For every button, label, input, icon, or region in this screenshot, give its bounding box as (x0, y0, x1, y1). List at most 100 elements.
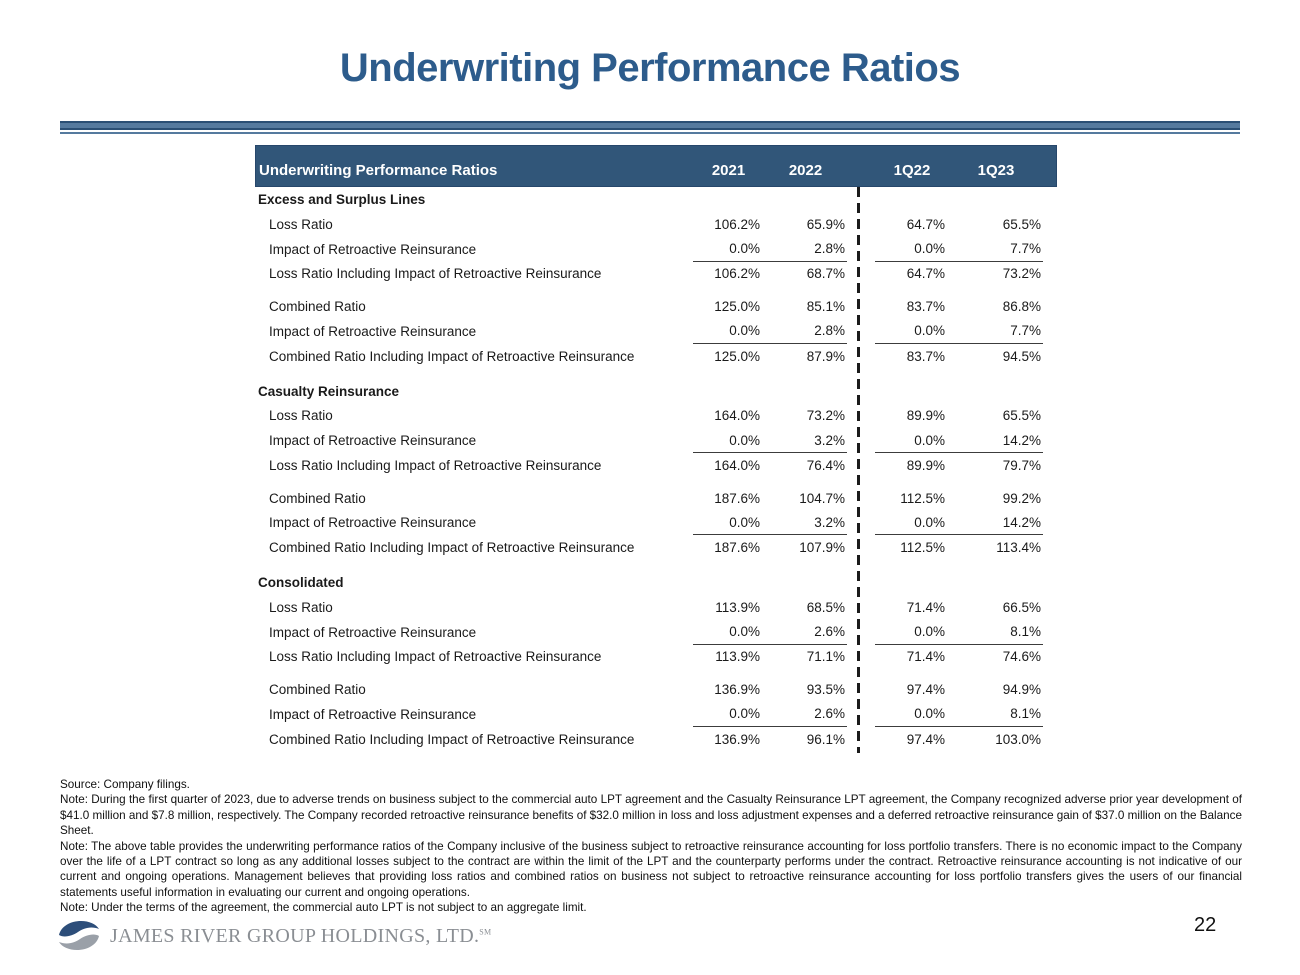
ratio-value: 0.0% (914, 514, 945, 530)
ratio-value: 65.5% (1002, 216, 1041, 232)
annual-values-group: 136.9% 96.1% (693, 727, 847, 752)
ratio-value: 64.7% (906, 266, 945, 282)
title-divider (60, 121, 1240, 134)
annual-values-group: 125.0% 87.9% (693, 344, 847, 369)
row-label: Loss Ratio Including Impact of Retroacti… (269, 266, 602, 282)
table-row: Impact of Retroactive Reinsurance 0.0% 2.6… (255, 702, 1057, 727)
ratio-value: 136.9% (714, 682, 760, 698)
row-label: Combined Ratio Including Impact of Retro… (269, 348, 635, 364)
ratio-value: 187.6% (714, 540, 760, 556)
column-gap (847, 344, 875, 369)
table-row: Loss Ratio Including Impact of Retroacti… (255, 453, 1057, 478)
ratio-value: 7.7% (1010, 323, 1041, 339)
ratio-value: 79.7% (1002, 457, 1041, 473)
ratio-value: 0.0% (914, 432, 945, 448)
column-gap (847, 727, 875, 752)
column-gap (847, 677, 875, 702)
table-row: Impact of Retroactive Reinsurance 0.0% 2.8… (255, 237, 1057, 262)
ratio-value: 76.4% (806, 457, 845, 473)
row-label: Impact of Retroactive Reinsurance (269, 433, 477, 449)
annual-values-group: 113.9% 68.5% (693, 595, 847, 620)
column-gap (847, 620, 875, 645)
ratio-value: 2.8% (814, 241, 845, 257)
table-row: Loss Ratio 113.9% 68.5% 71.4% 66.5% (255, 595, 1057, 620)
ratio-value: 8.1% (1010, 706, 1041, 722)
quarterly-values-group: 97.4% 103.0% (875, 727, 1043, 752)
ratio-value: 74.6% (1002, 649, 1041, 665)
group-spacer (255, 669, 1057, 677)
ratio-value: 93.5% (806, 682, 845, 698)
ratio-value: 89.9% (906, 408, 945, 424)
column-gap (847, 702, 875, 727)
quarterly-values-group: 0.0% 7.7% (875, 319, 1043, 344)
ratio-value: 0.0% (914, 323, 945, 339)
table-row: Loss Ratio 164.0% 73.2% 89.9% 65.5% (255, 404, 1057, 429)
column-header-1q22: 1Q22 (893, 162, 931, 179)
column-gap (847, 294, 875, 319)
row-label: Combined Ratio Including Impact of Retro… (269, 540, 635, 556)
quarterly-values-group: 89.9% 79.7% (875, 453, 1043, 478)
table-row: Combined Ratio 187.6% 104.7% 112.5% 99.2% (255, 486, 1057, 511)
ratio-value: 125.0% (714, 348, 760, 364)
section-title: Consolidated (258, 575, 344, 590)
table-row: Loss Ratio 106.2% 65.9% 64.7% 65.5% (255, 212, 1057, 237)
ratio-value: 68.5% (806, 599, 845, 615)
column-gap (847, 645, 875, 670)
annual-values-group: 0.0% 3.2% (693, 428, 847, 453)
ratio-value: 0.0% (914, 241, 945, 257)
ratio-value: 99.2% (1002, 490, 1041, 506)
section-spacer (255, 369, 1057, 379)
quarterly-values-group: 71.4% 66.5% (875, 595, 1043, 620)
ratio-value: 136.9% (714, 731, 760, 747)
quarterly-values-group: 0.0% 8.1% (875, 620, 1043, 645)
annual-values-group: 0.0% 2.6% (693, 620, 847, 645)
annual-values-group: 164.0% 76.4% (693, 453, 847, 478)
row-label: Loss Ratio (269, 408, 333, 424)
footnotes: Source: Company filings. Note: During th… (60, 777, 1242, 916)
table-header-row: Underwriting Performance Ratios 2021 202… (255, 145, 1057, 187)
row-label: Combined Ratio (269, 299, 366, 315)
column-gap (847, 595, 875, 620)
table-row: Loss Ratio Including Impact of Retroacti… (255, 645, 1057, 670)
footnote-source: Source: Company filings. (60, 778, 190, 791)
table-row: Combined Ratio Including Impact of Retro… (255, 535, 1057, 560)
column-gap (847, 428, 875, 453)
table-row: Loss Ratio Including Impact of Retroacti… (255, 262, 1057, 287)
ratio-value: 65.9% (806, 216, 845, 232)
annual-values-group: 0.0% 2.6% (693, 702, 847, 727)
ratio-value: 3.2% (814, 432, 845, 448)
row-label: Loss Ratio Including Impact of Retroacti… (269, 457, 602, 473)
quarterly-values-group: 83.7% 94.5% (875, 344, 1043, 369)
table-header-title: Underwriting Performance Ratios (259, 162, 498, 179)
ratio-value: 73.2% (1002, 266, 1041, 282)
ratio-value: 113.4% (996, 540, 1041, 556)
ratio-value: 83.7% (906, 299, 945, 315)
quarterly-values-group: 0.0% 14.2% (875, 511, 1043, 536)
ratio-value: 107.9% (799, 540, 845, 556)
column-gap (847, 453, 875, 478)
ratio-value: 164.0% (714, 408, 760, 424)
annual-values-group: 113.9% 71.1% (693, 645, 847, 670)
row-label: Impact of Retroactive Reinsurance (269, 515, 477, 531)
ratio-value: 71.4% (906, 649, 945, 665)
table-row: Impact of Retroactive Reinsurance 0.0% 2.8… (255, 319, 1057, 344)
quarterly-values-group: 0.0% 8.1% (875, 702, 1043, 727)
ratio-value: 3.2% (814, 514, 845, 530)
ratio-value: 66.5% (1002, 599, 1041, 615)
section-spacer (255, 560, 1057, 570)
ratio-value: 0.0% (729, 323, 760, 339)
column-header-1q23: 1Q23 (977, 162, 1015, 179)
service-mark: SM (479, 926, 492, 936)
ratio-value: 14.2% (1002, 432, 1041, 448)
table-row: Combined Ratio Including Impact of Retro… (255, 344, 1057, 369)
row-label: Loss Ratio (269, 216, 333, 232)
title-divider-thick-line (60, 121, 1240, 130)
row-label: Loss Ratio (269, 599, 333, 615)
quarterly-values-group: 89.9% 65.5% (875, 404, 1043, 429)
ratio-value: 86.8% (1002, 299, 1041, 315)
annual-values-group: 0.0% 3.2% (693, 511, 847, 536)
quarterly-values-group: 64.7% 73.2% (875, 262, 1043, 287)
row-label: Impact of Retroactive Reinsurance (269, 241, 477, 257)
annual-values-group: 0.0% 2.8% (693, 237, 847, 262)
column-gap (847, 511, 875, 536)
